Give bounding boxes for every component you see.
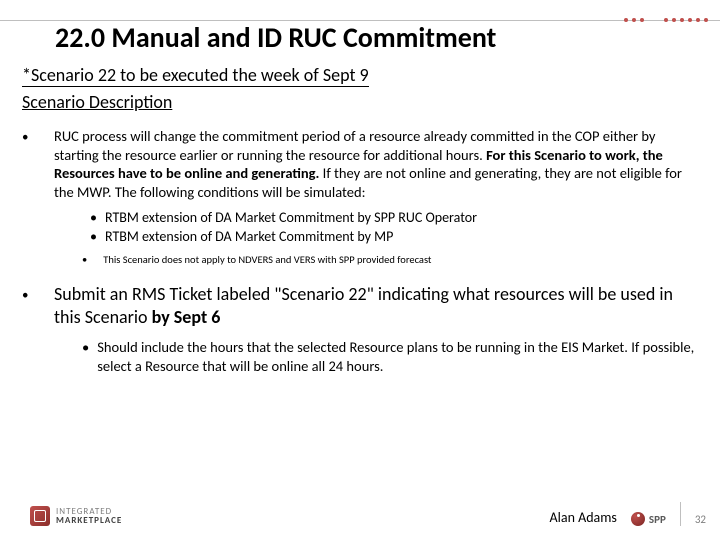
spp-logo-icon bbox=[631, 512, 645, 526]
sub-item-2-text: Should include the hours that the select… bbox=[97, 338, 698, 376]
note-text: This Scenario does not apply to NDVERS a… bbox=[103, 253, 431, 267]
spp-logo: SPP bbox=[631, 512, 666, 526]
scenario-week-line: *Scenario 22 to be executed the week of … bbox=[22, 64, 369, 87]
dots-group-1 bbox=[624, 18, 644, 22]
footer-right: Alan Adams SPP 32 bbox=[550, 502, 706, 526]
bullet-icon: • bbox=[90, 228, 97, 247]
sub-list-1: • RTBM extension of DA Market Commitment… bbox=[90, 209, 698, 247]
bullet-1: • RUC process will change the commitment… bbox=[22, 127, 698, 201]
slide-title: 22.0 Manual and ID RUC Commitment bbox=[55, 20, 496, 55]
logo-icon bbox=[30, 506, 50, 526]
logo-integrated-marketplace: INTEGRATED MARKETPLACE bbox=[30, 506, 122, 526]
content-area: *Scenario 22 to be executed the week of … bbox=[22, 64, 698, 376]
bullet-2-bold: by Sept 6 bbox=[152, 306, 221, 328]
note-item: • This Scenario does not apply to NDVERS… bbox=[82, 253, 698, 267]
footer: INTEGRATED MARKETPLACE Alan Adams SPP 32 bbox=[30, 502, 706, 526]
logo-text: INTEGRATED MARKETPLACE bbox=[56, 507, 122, 526]
bullet-2-body: Submit an RMS Ticket labeled "Scenario 2… bbox=[54, 283, 698, 328]
bullet-icon: • bbox=[22, 127, 34, 147]
scenario-description-heading: Scenario Description bbox=[22, 91, 698, 113]
sub-item-2: • Should include the hours that the sele… bbox=[82, 338, 698, 376]
bullet-icon: • bbox=[82, 253, 87, 267]
dots-group-2 bbox=[664, 18, 708, 22]
sub-list-2: • Should include the hours that the sele… bbox=[82, 338, 698, 376]
logo-line-2: MARKETPLACE bbox=[56, 516, 122, 525]
sub-item-1a-text: RTBM extension of DA Market Commitment b… bbox=[105, 209, 477, 228]
bullet-1-body: RUC process will change the commitment p… bbox=[54, 127, 698, 201]
sub-item-1b-text: RTBM extension of DA Market Commitment b… bbox=[105, 228, 393, 247]
presenter-name: Alan Adams bbox=[550, 509, 617, 526]
bullet-icon: • bbox=[82, 338, 89, 376]
bullet-2-pre: Submit an RMS Ticket labeled "Scenario 2… bbox=[54, 283, 673, 328]
spp-logo-text: SPP bbox=[649, 513, 666, 526]
sub-item-1b: • RTBM extension of DA Market Commitment… bbox=[90, 228, 698, 247]
bullet-2: • Submit an RMS Ticket labeled "Scenario… bbox=[22, 283, 698, 328]
footer-divider bbox=[680, 502, 681, 526]
bullet-icon: • bbox=[22, 283, 34, 305]
header-decoration bbox=[624, 12, 720, 28]
bullet-icon: • bbox=[90, 209, 97, 228]
page-number: 32 bbox=[695, 513, 706, 526]
sub-item-1a: • RTBM extension of DA Market Commitment… bbox=[90, 209, 698, 228]
